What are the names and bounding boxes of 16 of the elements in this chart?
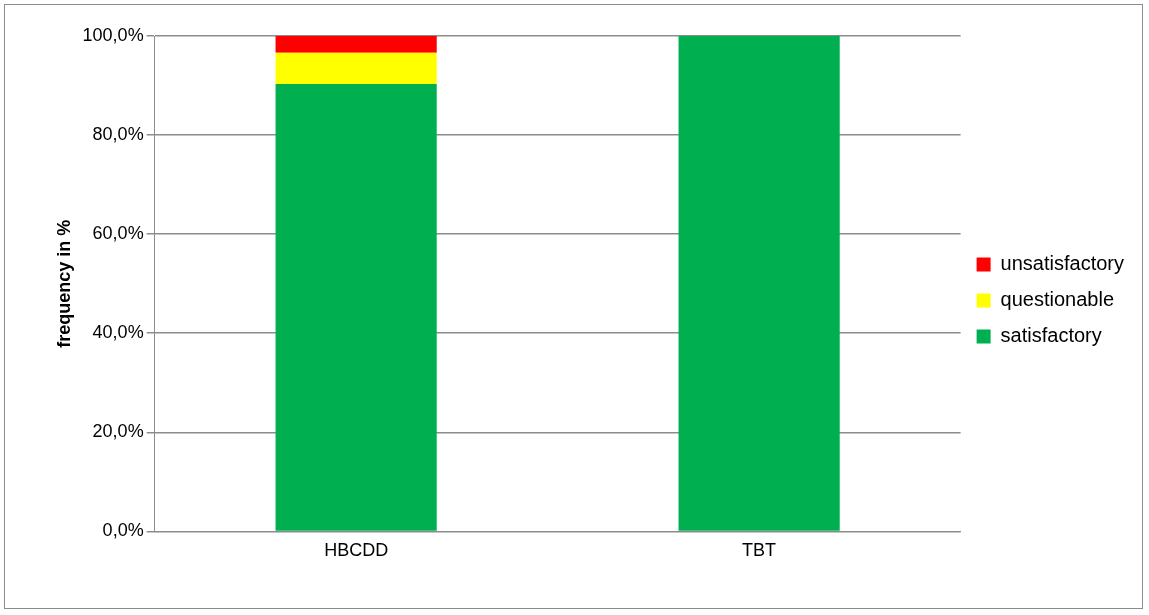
y-tick-label: 0,0% [102,520,144,541]
bar [678,36,840,531]
bar [275,84,437,531]
bar [275,36,437,53]
y-tick-label: 40,0% [92,322,144,343]
y-tick-label: 80,0% [92,124,144,145]
legend-label: satisfactory [1000,324,1102,347]
bar [275,52,437,85]
y-tick-label: 20,0% [92,421,144,442]
y-tick-label: 60,0% [92,223,144,244]
legend-label: questionable [1000,288,1115,311]
y-tick-label: 100,0% [82,24,144,45]
x-tick-label: TBT [742,540,777,561]
y-axis-title: frequency in % [53,219,74,348]
legend-label: unsatisfactory [1000,252,1124,275]
x-tick-label: HBCDD [324,540,389,561]
